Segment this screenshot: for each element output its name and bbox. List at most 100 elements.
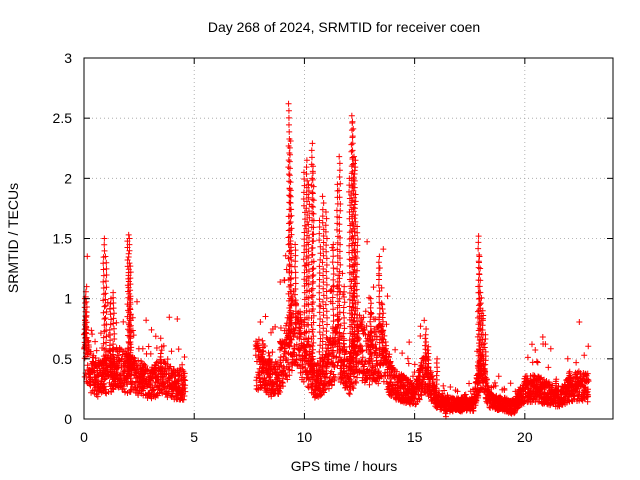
data-point xyxy=(282,349,289,356)
data-point xyxy=(255,342,262,349)
data-point xyxy=(110,325,117,332)
data-point xyxy=(128,328,135,335)
data-point xyxy=(329,244,336,251)
y-tick-label: 0 xyxy=(64,411,72,427)
data-point xyxy=(359,347,366,354)
data-point xyxy=(107,306,114,313)
data-point xyxy=(108,368,115,375)
data-point xyxy=(324,373,331,380)
data-point xyxy=(107,357,114,364)
data-point xyxy=(350,385,357,392)
data-point xyxy=(359,319,366,326)
data-point xyxy=(128,366,135,373)
data-point xyxy=(298,331,305,338)
data-point xyxy=(127,387,134,394)
data-point xyxy=(124,257,131,264)
data-point xyxy=(380,246,387,253)
data-point xyxy=(130,332,137,339)
data-point xyxy=(127,301,134,308)
data-point xyxy=(107,347,114,354)
data-point xyxy=(277,324,284,331)
data-point xyxy=(285,100,292,107)
data-point xyxy=(139,345,146,352)
y-tick-label: 3 xyxy=(64,50,72,66)
data-point xyxy=(255,336,262,343)
data-point xyxy=(100,309,107,316)
data-point xyxy=(283,373,290,380)
data-point xyxy=(157,335,164,342)
y-tick-label: 1 xyxy=(64,291,72,307)
data-point xyxy=(362,358,369,365)
data-point xyxy=(285,326,292,333)
data-point xyxy=(386,351,393,358)
data-point xyxy=(128,371,135,378)
data-point xyxy=(161,359,168,366)
data-point xyxy=(387,380,394,387)
data-point xyxy=(285,157,292,164)
data-point xyxy=(103,265,110,272)
x-axis-label: GPS time / hours xyxy=(291,458,398,474)
data-point xyxy=(92,338,99,345)
data-point xyxy=(269,359,276,366)
data-point xyxy=(166,314,173,321)
data-point xyxy=(107,332,114,339)
data-point xyxy=(326,375,333,382)
data-point xyxy=(102,314,109,321)
data-point xyxy=(375,380,382,387)
data-point xyxy=(294,361,301,368)
data-point xyxy=(110,320,117,327)
data-point xyxy=(287,321,294,328)
data-point xyxy=(103,271,110,278)
data-point xyxy=(153,344,160,351)
data-point xyxy=(127,322,134,329)
data-point xyxy=(260,358,267,365)
x-tick-label: 10 xyxy=(297,429,313,445)
data-point xyxy=(366,381,373,388)
data-point xyxy=(364,238,371,245)
data-point xyxy=(83,309,90,316)
data-point xyxy=(277,354,284,361)
data-point xyxy=(372,341,379,348)
data-point xyxy=(102,296,109,303)
data-point xyxy=(127,263,134,270)
data-point xyxy=(288,367,295,374)
y-axis-label: SRMTID / TECUs xyxy=(5,183,21,293)
data-point xyxy=(127,275,134,282)
data-point xyxy=(277,279,284,286)
data-point xyxy=(111,336,118,343)
y-tick-label: 2.5 xyxy=(53,110,73,126)
data-point xyxy=(157,367,164,374)
data-point xyxy=(181,393,188,400)
data-point xyxy=(140,385,147,392)
data-point xyxy=(111,330,118,337)
data-point xyxy=(110,289,117,296)
x-tick-label: 5 xyxy=(190,429,198,445)
data-point xyxy=(134,366,141,373)
data-point xyxy=(101,303,108,310)
data-point xyxy=(127,355,134,362)
data-point xyxy=(84,253,91,260)
data-point xyxy=(120,318,127,325)
data-point xyxy=(384,293,391,300)
data-point xyxy=(103,339,110,346)
data-point xyxy=(265,349,272,356)
data-point xyxy=(110,351,117,358)
data-point xyxy=(83,339,90,346)
data-point xyxy=(285,107,292,114)
data-point xyxy=(266,364,273,371)
data-point xyxy=(134,298,141,305)
data-point xyxy=(102,389,109,396)
data-point xyxy=(100,291,107,298)
data-point xyxy=(321,389,328,396)
data-point xyxy=(372,329,379,336)
data-point xyxy=(110,341,117,348)
data-point xyxy=(266,374,273,381)
data-point xyxy=(101,235,108,242)
data-point xyxy=(100,285,107,292)
data-point xyxy=(284,359,291,366)
data-point xyxy=(101,383,108,390)
data-point xyxy=(127,306,134,313)
data-point xyxy=(84,362,91,369)
x-tick-label: 20 xyxy=(517,429,533,445)
data-point xyxy=(111,356,118,363)
